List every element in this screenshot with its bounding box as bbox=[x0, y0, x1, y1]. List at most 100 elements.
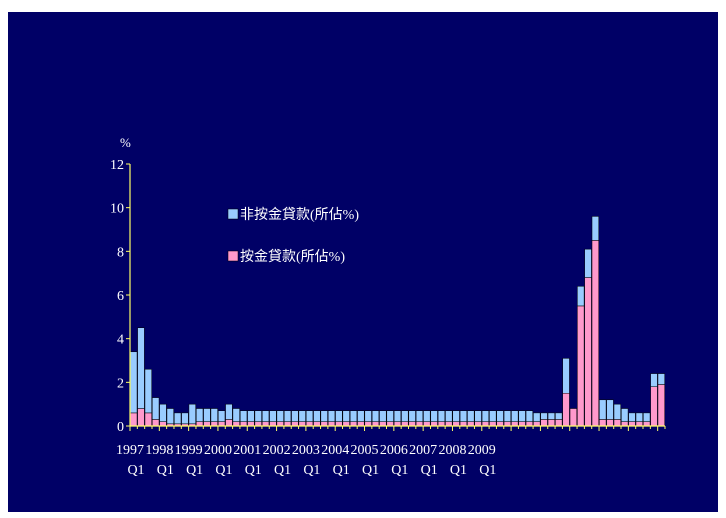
x-tick-label-year: 1998 bbox=[145, 443, 173, 458]
x-tick-label-quarter: Q1 bbox=[421, 463, 438, 478]
bar-mortgage bbox=[415, 421, 424, 427]
bar-non-mortgage bbox=[415, 410, 424, 422]
bar-non-mortgage bbox=[643, 412, 651, 422]
y-axis-unit-label: % bbox=[120, 135, 131, 150]
bar-mortgage bbox=[540, 419, 548, 427]
bar-non-mortgage bbox=[313, 410, 321, 422]
bar-mortgage bbox=[445, 421, 453, 427]
bar-mortgage bbox=[525, 421, 534, 427]
bar-mortgage bbox=[437, 421, 446, 427]
bar-mortgage bbox=[239, 421, 248, 427]
bar-non-mortgage bbox=[481, 410, 490, 422]
x-tick-label-quarter: Q1 bbox=[127, 463, 144, 478]
bar-mortgage bbox=[555, 419, 563, 427]
bar-non-mortgage bbox=[239, 410, 248, 422]
stacked-bar-chart: 0246810121997Q11998Q11999Q12000Q12001Q12… bbox=[110, 135, 666, 478]
bar-non-mortgage bbox=[371, 410, 380, 422]
bar-mortgage bbox=[137, 408, 145, 427]
bar-mortgage bbox=[283, 421, 292, 427]
x-tick-label-year: 2002 bbox=[263, 443, 291, 458]
legend: 非按金貸款(所佔%) 按金貸款(所佔%) bbox=[227, 207, 359, 265]
bar-non-mortgage bbox=[342, 410, 350, 422]
x-tick-label-year: 2000 bbox=[204, 443, 232, 458]
x-tick-label-year: 2009 bbox=[468, 443, 496, 458]
bar-mortgage bbox=[481, 421, 490, 427]
bar-non-mortgage bbox=[335, 410, 343, 422]
bar-mortgage bbox=[342, 421, 350, 427]
bar-non-mortgage bbox=[562, 358, 570, 394]
bar-non-mortgage bbox=[283, 410, 292, 422]
bar-mortgage bbox=[276, 421, 284, 427]
bar-non-mortgage bbox=[225, 403, 233, 420]
x-tick-label-year: 2003 bbox=[292, 443, 320, 458]
bar-non-mortgage bbox=[452, 410, 460, 422]
x-tick-label-year: 2008 bbox=[438, 443, 466, 458]
bar-non-mortgage bbox=[254, 410, 262, 422]
bar-mortgage bbox=[547, 419, 556, 427]
bar-mortgage bbox=[599, 419, 607, 427]
bar-mortgage bbox=[254, 421, 262, 427]
bar-non-mortgage bbox=[511, 410, 519, 422]
bar-non-mortgage bbox=[613, 403, 621, 420]
bar-mortgage bbox=[423, 421, 431, 427]
bar-mortgage bbox=[203, 421, 211, 427]
bar-mortgage bbox=[621, 421, 629, 427]
bar-non-mortgage bbox=[152, 397, 160, 420]
bar-mortgage bbox=[518, 421, 526, 427]
x-tick-label-quarter: Q1 bbox=[245, 463, 262, 478]
bar-mortgage bbox=[467, 421, 475, 427]
bar-non-mortgage bbox=[408, 410, 416, 422]
bar-mortgage bbox=[511, 421, 519, 427]
bar-mortgage bbox=[533, 421, 541, 427]
bar-mortgage bbox=[327, 421, 336, 427]
bar-non-mortgage bbox=[489, 410, 497, 422]
bar-non-mortgage bbox=[445, 410, 453, 422]
bar-mortgage bbox=[152, 419, 160, 427]
bar-non-mortgage bbox=[232, 408, 240, 422]
bar-non-mortgage bbox=[496, 410, 504, 422]
bar-non-mortgage bbox=[276, 410, 284, 422]
x-tick-label-year: 2007 bbox=[409, 443, 437, 458]
x-tick-label-quarter: Q1 bbox=[274, 463, 291, 478]
bar-non-mortgage bbox=[503, 410, 512, 422]
bar-non-mortgage bbox=[210, 408, 218, 422]
bar-mortgage bbox=[357, 421, 365, 427]
bar-non-mortgage bbox=[540, 412, 548, 420]
bar-non-mortgage bbox=[261, 410, 270, 422]
bar-mortgage bbox=[291, 421, 299, 427]
bar-mortgage bbox=[247, 421, 255, 427]
x-tick-label-year: 2004 bbox=[321, 443, 349, 458]
x-tick-label-quarter: Q1 bbox=[157, 463, 174, 478]
x-tick-label-quarter: Q1 bbox=[391, 463, 408, 478]
bar-non-mortgage bbox=[547, 412, 556, 420]
bar-mortgage bbox=[298, 421, 306, 427]
bar-non-mortgage bbox=[393, 410, 402, 422]
bar-non-mortgage bbox=[320, 410, 328, 422]
bar-non-mortgage bbox=[217, 410, 226, 422]
bar-mortgage bbox=[386, 421, 394, 427]
bar-non-mortgage bbox=[423, 410, 431, 422]
bar-non-mortgage bbox=[459, 410, 468, 422]
x-tick-label-year: 1999 bbox=[175, 443, 203, 458]
bar-non-mortgage bbox=[247, 410, 255, 422]
y-tick-label: 6 bbox=[117, 289, 124, 304]
bar-mortgage bbox=[643, 421, 651, 427]
bar-mortgage bbox=[305, 421, 314, 427]
slide-background: 0 2 4 6 8 10 12 1997 Q1 1998 Q1 1999 Q1 2000 Q1 2001 Q1 2… bbox=[8, 12, 718, 512]
bar-non-mortgage bbox=[349, 410, 358, 422]
bar-mortgage bbox=[196, 421, 204, 427]
bar-non-mortgage bbox=[467, 410, 475, 422]
x-tick-label-quarter: Q1 bbox=[215, 463, 232, 478]
bar-non-mortgage bbox=[305, 410, 314, 422]
bar-mortgage bbox=[225, 419, 233, 427]
bar-mortgage bbox=[261, 421, 270, 427]
bar-non-mortgage bbox=[291, 410, 299, 422]
bar-non-mortgage bbox=[166, 408, 174, 425]
bar-non-mortgage bbox=[599, 399, 607, 420]
bar-mortgage bbox=[650, 386, 658, 427]
y-tick-label: 12 bbox=[110, 158, 124, 173]
bar-non-mortgage bbox=[525, 410, 534, 422]
bar-mortgage bbox=[159, 421, 167, 427]
x-tick-label-year: 1997 bbox=[116, 443, 144, 458]
bar-mortgage bbox=[217, 421, 226, 427]
